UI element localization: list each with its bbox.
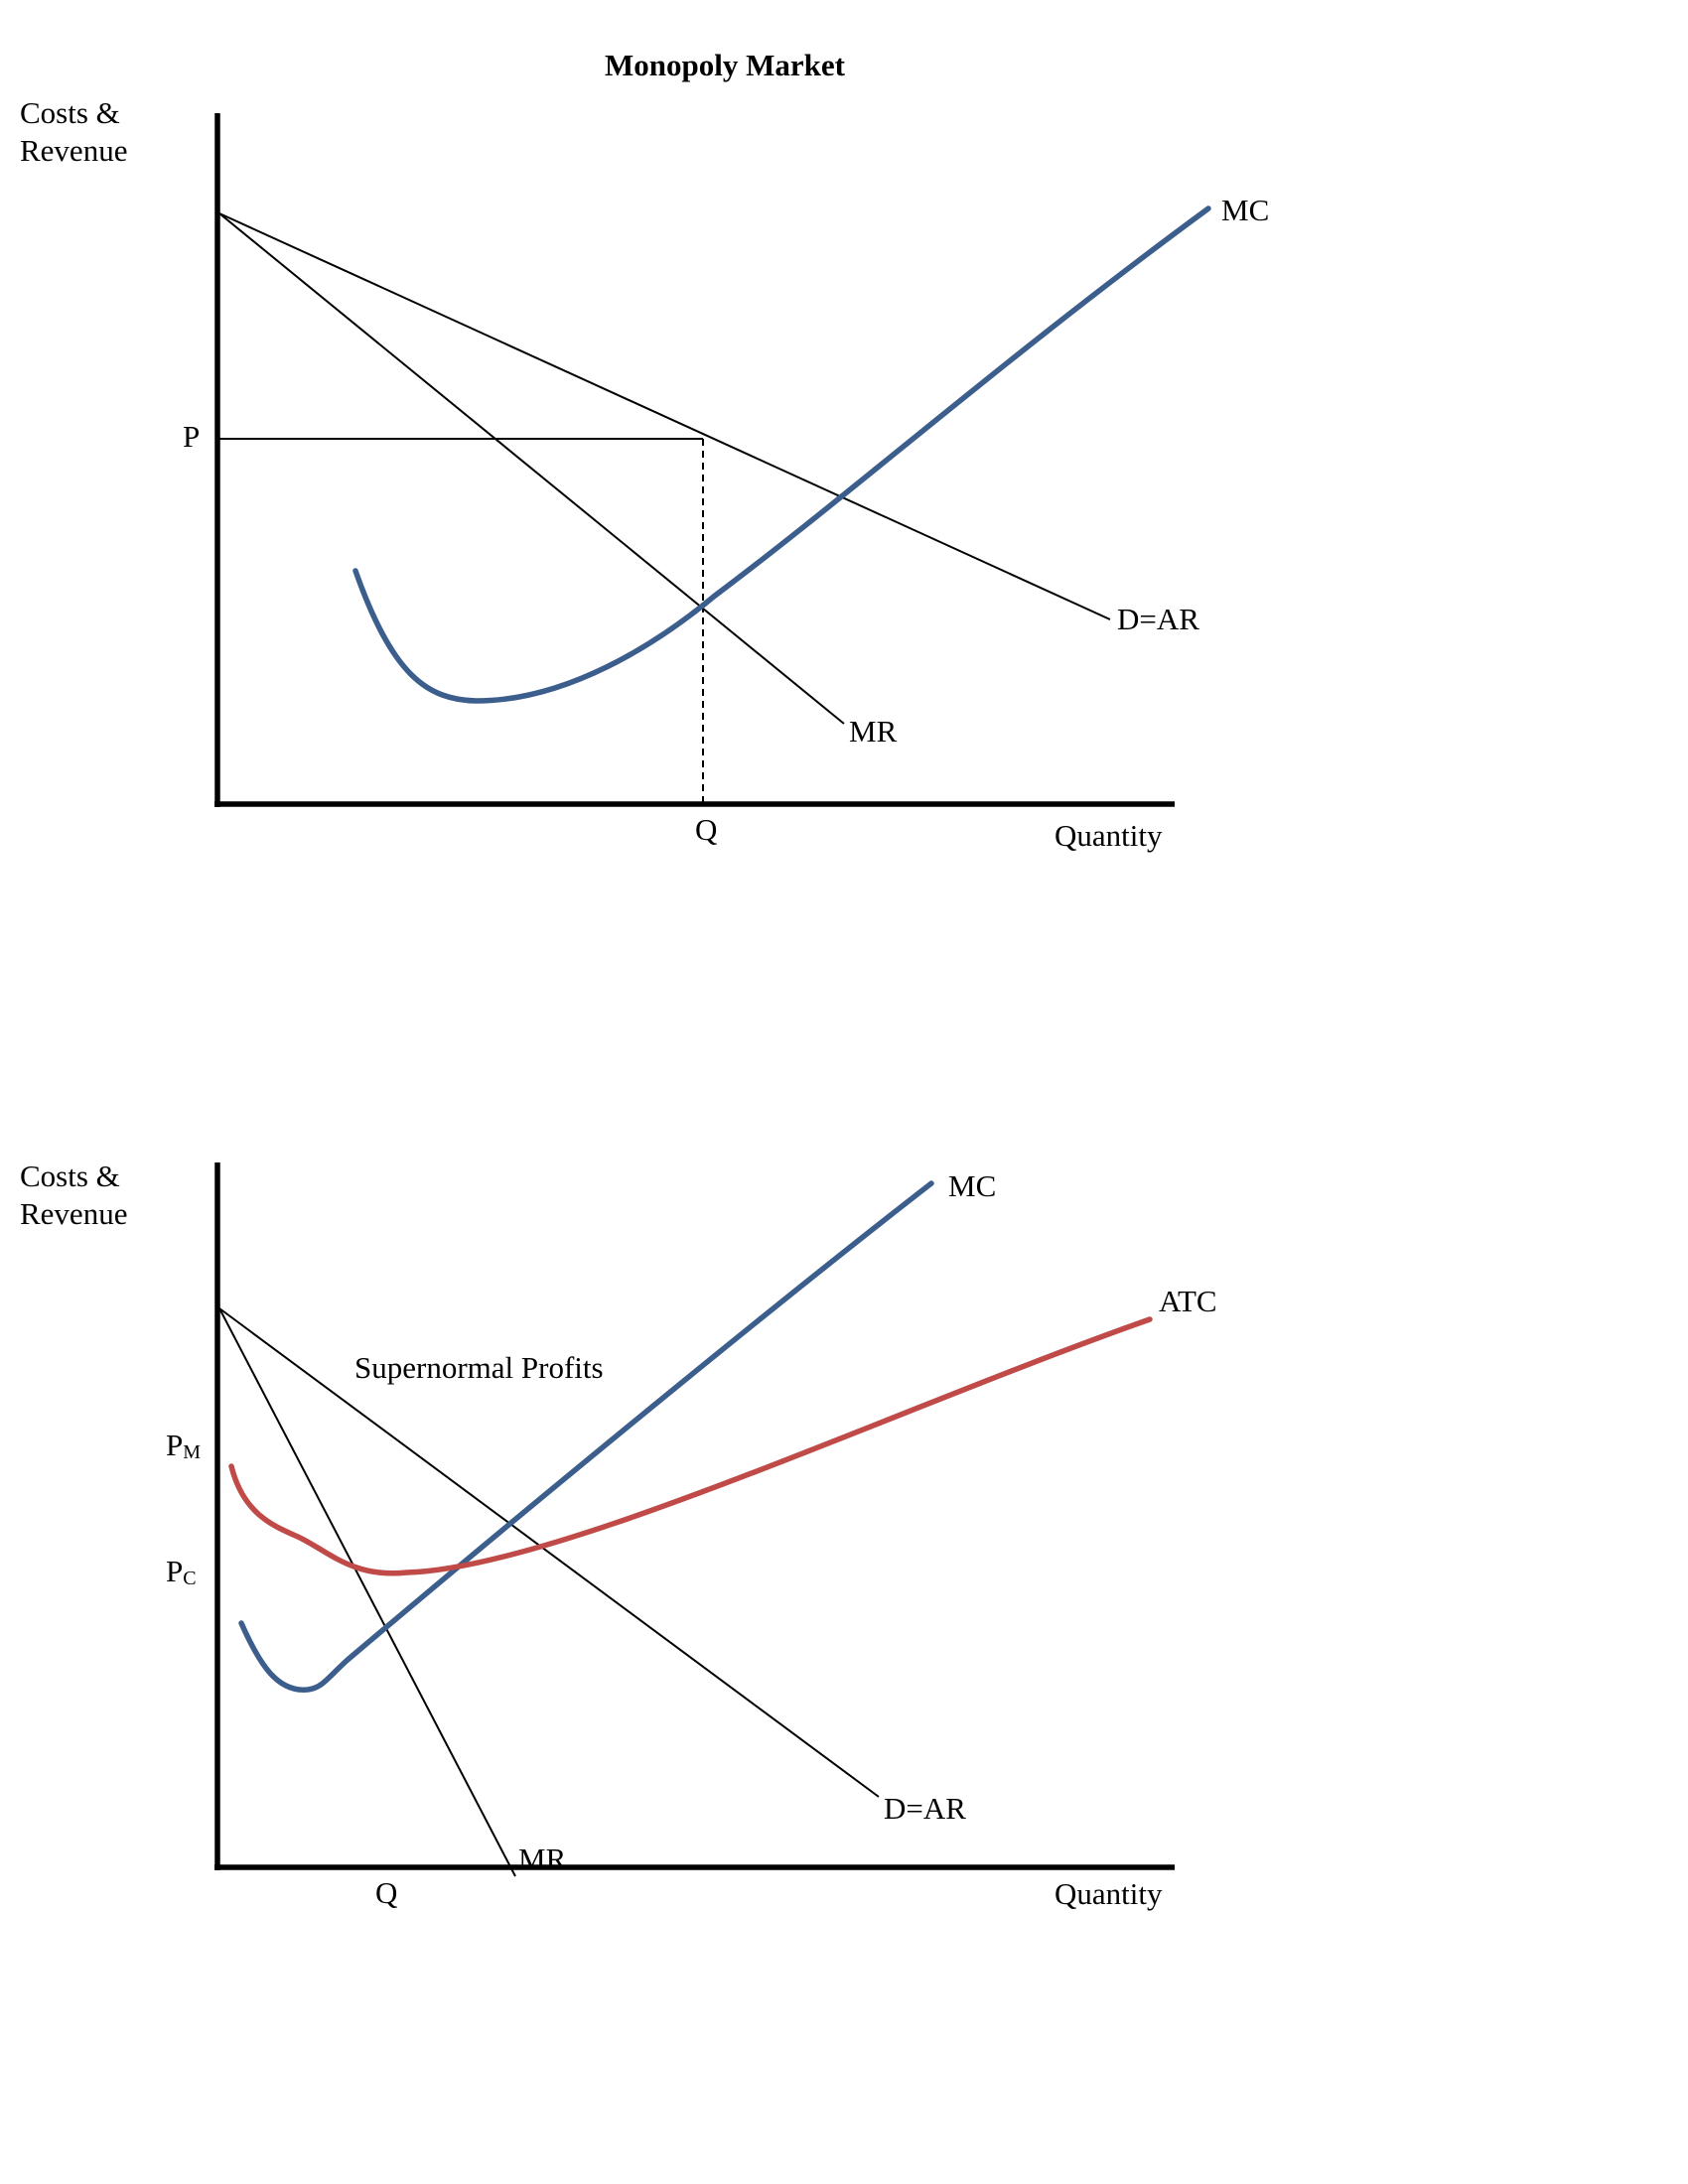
supernormal-profits-annotation: Supernormal Profits: [354, 1350, 604, 1385]
demand-curve: [218, 1307, 880, 1798]
quantity-label: Q: [375, 1875, 397, 1910]
demand-label: D=AR: [1117, 602, 1199, 636]
x-axis-label: Quantity: [1055, 1876, 1163, 1911]
demand-label: D=AR: [884, 1791, 966, 1826]
marginal-revenue-curve: [218, 212, 845, 725]
marginal-cost-curve: [238, 1180, 934, 1693]
mr-label: MR: [849, 714, 898, 749]
y-axis-label-line1: Costs &: [20, 1159, 120, 1193]
mr-label: MR: [518, 1842, 567, 1876]
mc-label: MC: [948, 1168, 996, 1203]
diagram-supernormal-profits: Costs & Revenue MC ATC Supernormal Profi…: [20, 1159, 1217, 1911]
price-label: P: [183, 419, 200, 454]
y-axis-label-line2: Revenue: [20, 1196, 127, 1231]
monopoly-price-label: PM: [166, 1428, 201, 1463]
competitive-price-label: PC: [166, 1554, 197, 1589]
diagram-title: Monopoly Market: [605, 48, 846, 82]
x-axis-label: Quantity: [1055, 818, 1163, 853]
y-axis-label-line2: Revenue: [20, 133, 127, 168]
marginal-cost-curve: [352, 205, 1211, 704]
demand-curve: [218, 212, 1111, 620]
marginal-revenue-curve: [218, 1307, 516, 1877]
average-total-cost-curve: [228, 1316, 1153, 1576]
diagram-monopoly-market: Monopoly Market Costs & Revenue MC D=AR …: [20, 48, 1269, 853]
atc-label: ATC: [1159, 1284, 1217, 1318]
y-axis-label-line1: Costs &: [20, 95, 120, 130]
quantity-label: Q: [695, 812, 717, 847]
mc-label: MC: [1221, 193, 1269, 227]
